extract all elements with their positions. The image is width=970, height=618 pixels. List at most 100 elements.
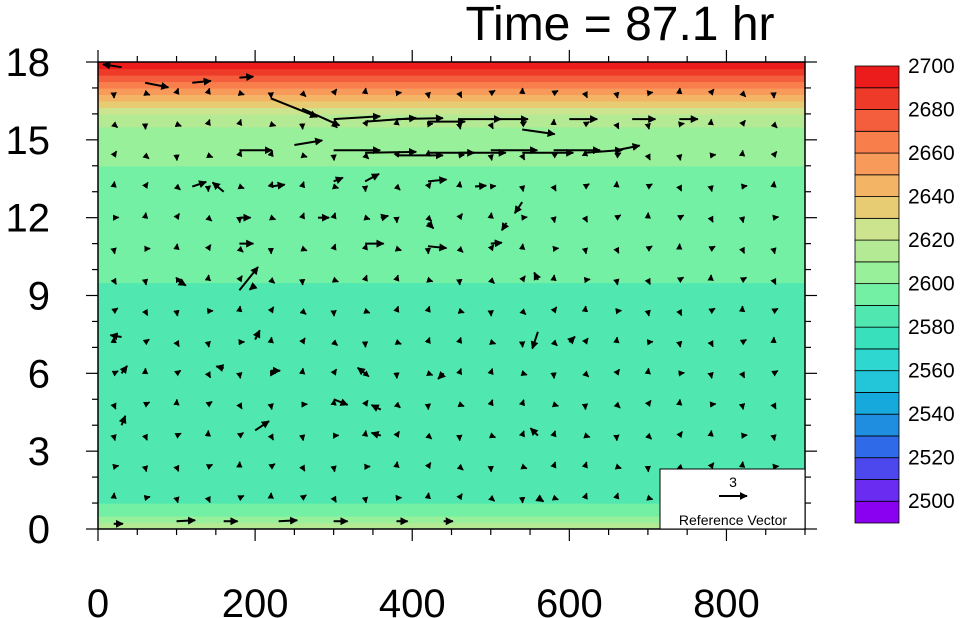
wind-vector	[645, 183, 653, 190]
wind-vector	[739, 90, 747, 98]
contour-band	[98, 198, 805, 206]
contour-band	[98, 133, 805, 141]
wind-vector	[110, 434, 117, 442]
contour-band	[98, 282, 805, 290]
colorbar-swatch	[854, 392, 900, 415]
wind-vector	[770, 180, 777, 188]
wind-vector	[456, 493, 463, 501]
contour-band	[98, 126, 805, 134]
wind-vector	[236, 275, 243, 283]
wind-vector	[393, 305, 400, 313]
wind-vector	[708, 307, 716, 315]
wind-vector	[519, 275, 526, 283]
wind-vector	[110, 277, 117, 285]
wind-vector	[582, 121, 590, 128]
wind-vector	[204, 274, 212, 282]
wind-vector	[205, 463, 214, 470]
wind-vector	[142, 338, 150, 346]
wind-vector	[110, 247, 117, 255]
contour-band	[98, 490, 805, 498]
wind-vector	[393, 274, 400, 282]
wind-vector	[424, 462, 432, 470]
wind-vector	[330, 495, 337, 503]
wind-vector	[425, 214, 433, 222]
wind-vector	[613, 91, 620, 99]
contour-band	[98, 451, 805, 459]
wind-vector	[772, 214, 780, 221]
wind-vector	[707, 88, 715, 96]
colorbar: 2500 2520 2540 2560 2580 2600 2620 2640 2660 2680…	[854, 55, 955, 524]
wind-vector	[254, 420, 270, 432]
y-tick-label: 9	[28, 275, 50, 319]
wind-vector	[581, 91, 588, 99]
wind-vector	[112, 463, 120, 471]
wind-vector	[770, 277, 777, 286]
wind-vector	[204, 371, 212, 379]
wind-vector	[299, 494, 307, 501]
reference-vector-legend: 3 Reference Vector	[659, 468, 806, 530]
wind-vector	[676, 398, 683, 406]
wind-vector	[330, 465, 337, 473]
wind-vector	[192, 77, 212, 86]
wind-vector	[550, 216, 557, 224]
contour-band	[98, 107, 805, 115]
colorbar-swatch	[854, 370, 900, 393]
contour-band	[98, 172, 805, 180]
wind-vector	[709, 401, 717, 408]
contour-band	[98, 250, 805, 258]
wind-vector	[331, 339, 338, 347]
wind-vector	[361, 243, 368, 251]
wind-vector	[427, 176, 448, 185]
wind-vector	[456, 368, 463, 376]
contour-band	[98, 62, 805, 70]
contour-band	[98, 146, 805, 154]
wind-vector	[676, 431, 683, 439]
wind-vector	[236, 245, 244, 253]
wind-vector	[707, 462, 715, 470]
wind-vector	[770, 434, 777, 442]
y-tick-label: 15	[6, 119, 51, 163]
wind-vector	[456, 463, 464, 471]
wind-vector	[521, 214, 528, 221]
wind-vector	[110, 402, 117, 410]
contour-band	[98, 217, 805, 225]
wind-vector	[676, 308, 683, 317]
wind-vector	[102, 62, 122, 70]
wind-vector	[582, 370, 590, 378]
wind-vector	[370, 404, 382, 412]
colorbar-swatch	[854, 65, 900, 89]
wind-vector	[613, 401, 621, 409]
wind-vector	[739, 119, 746, 127]
wind-vector	[269, 120, 277, 128]
wind-vector	[110, 492, 117, 499]
wind-vector	[248, 282, 258, 291]
wind-vector	[299, 308, 307, 315]
wind-vector	[330, 368, 338, 376]
contour-band	[98, 159, 805, 167]
wind-vector	[583, 276, 591, 284]
wind-vector	[707, 185, 714, 193]
contour-band	[98, 477, 805, 485]
wind-vector	[488, 432, 497, 439]
wind-vector	[267, 433, 275, 441]
wind-vector	[613, 492, 620, 500]
wind-vector	[456, 122, 463, 130]
wind-vector	[267, 150, 274, 158]
colorbar-swatch	[854, 435, 900, 459]
wind-vectors	[102, 62, 780, 528]
wind-vector	[331, 183, 340, 190]
contour-band	[98, 386, 805, 394]
wind-vector	[551, 89, 559, 97]
wind-vector	[518, 430, 525, 438]
wind-vector	[581, 247, 589, 255]
wind-vector	[111, 370, 119, 377]
wind-vector	[644, 309, 651, 317]
wind-vector	[456, 213, 463, 221]
wind-vector	[298, 367, 306, 375]
contour-band	[98, 68, 805, 76]
contour-field	[98, 62, 805, 529]
wind-vector	[363, 307, 371, 314]
wind-vector	[365, 148, 418, 157]
wind-vector	[519, 120, 527, 128]
wind-vector	[676, 153, 683, 161]
